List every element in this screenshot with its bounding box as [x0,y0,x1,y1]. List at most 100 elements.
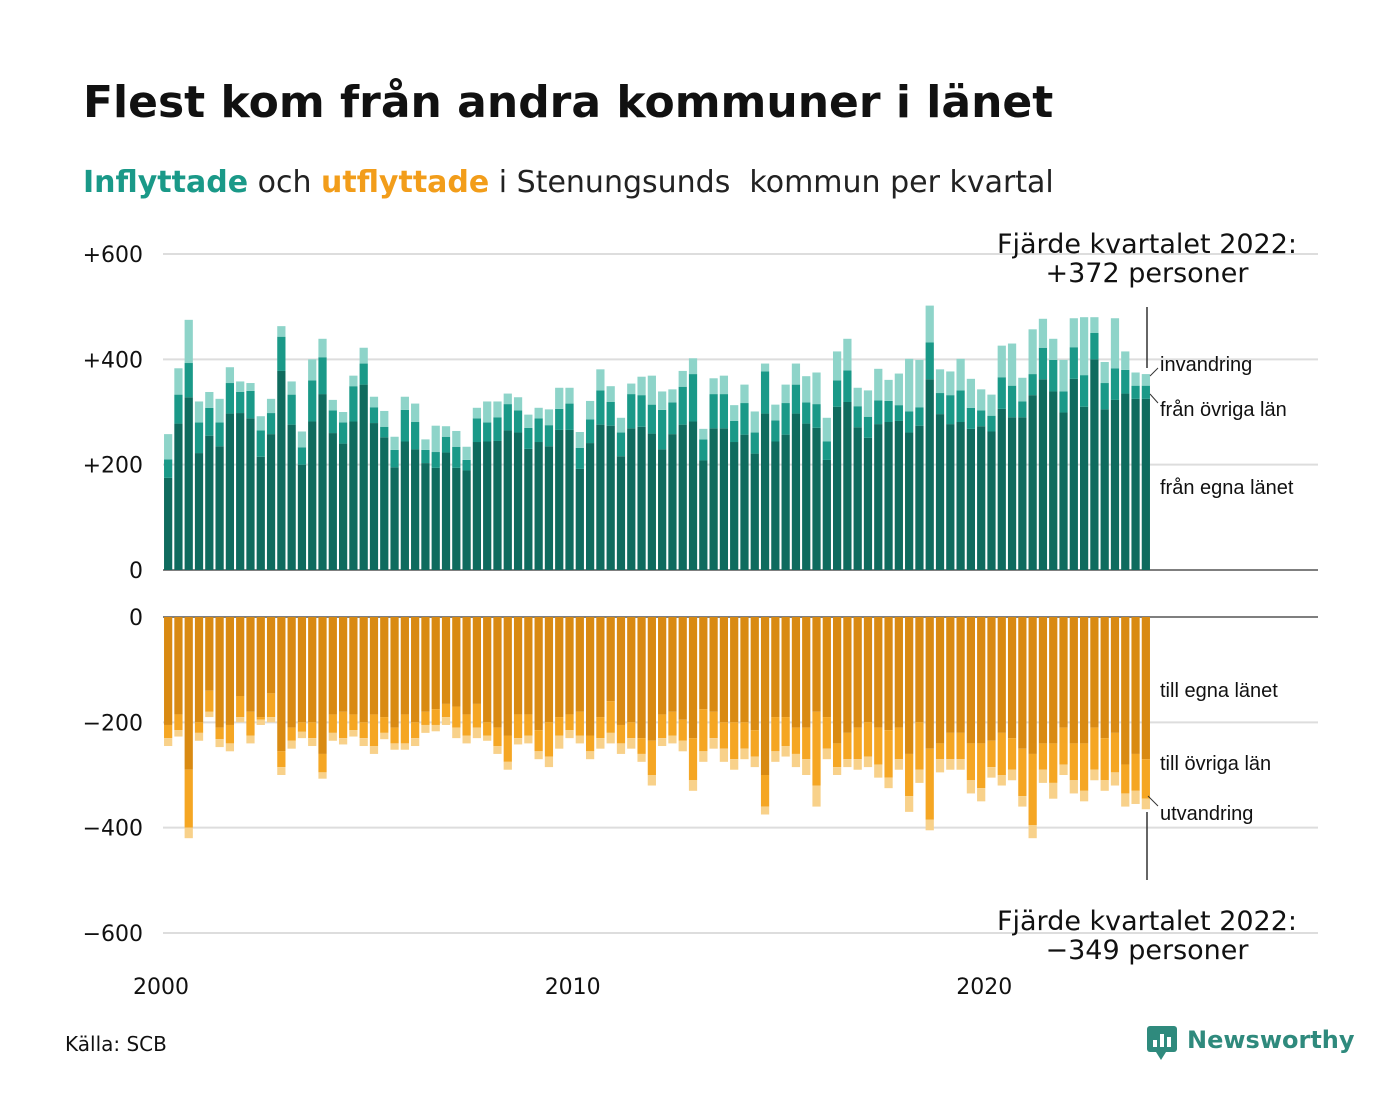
bar-out-2-45 [627,738,636,749]
bar-in-2-52 [699,428,708,440]
bar-in-1-23 [400,409,409,442]
bar-in-2-82 [1007,343,1017,386]
bar-out-2-60 [781,746,790,757]
bar-out-1-33 [503,735,512,762]
bar-out-0-47 [647,617,656,741]
bar-in-1-24 [411,422,420,450]
bar-out-1-55 [730,722,739,760]
bar-out-1-81 [997,732,1006,775]
bar-out-0-38 [555,617,564,718]
bar-in-1-29 [462,459,471,471]
bar-out-1-90 [1090,727,1099,770]
bar-out-0-53 [709,617,718,712]
label-fran-ovriga-lan: från övriga län [1160,399,1287,421]
bar-in-1-86 [1049,359,1058,392]
bar-in-0-83 [1018,417,1027,570]
bar-in-2-3 [194,401,204,423]
bar-in-1-2 [184,363,193,398]
bar-in-2-46 [637,376,646,396]
bar-out-1-60 [781,717,790,747]
bar-out-2-54 [719,748,729,762]
bar-in-2-81 [997,345,1006,378]
bar-in-0-58 [760,413,770,570]
bar-out-2-75 [935,759,945,773]
bar-in-1-50 [678,386,687,425]
bar-in-1-83 [1018,401,1027,418]
bar-in-1-30 [472,418,482,443]
bar-out-1-27 [441,703,451,718]
bar-out-1-28 [452,706,461,728]
bar-in-1-85 [1038,347,1048,380]
bar-in-2-28 [452,430,461,447]
bar-out-2-71 [894,759,903,770]
bar-out-0-78 [966,617,976,744]
bar-out-0-68 [863,617,873,723]
bar-in-0-32 [493,440,502,570]
bar-in-2-90 [1090,317,1099,333]
bar-out-0-12 [287,617,296,728]
bar-in-0-66 [843,401,852,570]
bar-out-1-32 [493,727,502,747]
bar-in-0-50 [678,424,687,570]
bar-out-1-30 [472,703,482,728]
bar-in-1-25 [421,449,430,464]
bar-in-2-64 [822,417,831,442]
bar-out-2-57 [750,756,759,768]
bar-out-2-13 [297,731,307,739]
bar-in-0-7 [236,413,245,570]
bar-out-2-67 [853,759,862,770]
bar-in-0-44 [616,456,626,570]
bar-in-1-12 [287,394,296,425]
y-tick-bottom-3: −600 [83,922,143,947]
bar-in-1-38 [555,408,564,430]
bar-out-1-86 [1049,743,1058,783]
bar-in-2-43 [606,386,615,402]
bar-out-0-60 [781,617,790,718]
bar-out-2-83 [1018,796,1027,807]
bar-in-0-70 [884,422,893,570]
bar-out-0-57 [750,617,759,731]
bar-in-1-75 [935,393,945,415]
bar-out-1-85 [1038,743,1048,770]
bar-in-2-67 [853,387,862,407]
bar-in-2-59 [771,404,780,421]
bar-out-0-70 [884,617,893,731]
bar-out-1-89 [1079,743,1089,791]
bar-out-1-51 [688,738,698,781]
bar-in-2-42 [596,369,605,391]
bar-out-2-51 [688,780,698,791]
bar-out-0-89 [1079,617,1089,744]
bar-in-0-9 [256,456,265,570]
bar-out-0-11 [277,617,286,752]
bar-in-1-0 [164,459,173,478]
bar-out-1-71 [894,727,903,760]
bar-in-0-22 [390,467,399,570]
bar-out-0-79 [977,617,986,744]
bar-out-0-85 [1038,617,1048,744]
bar-in-0-11 [277,370,286,570]
bars-inflyttade [164,305,1150,570]
bar-in-1-14 [308,380,317,422]
bar-in-0-51 [688,421,698,570]
bar-in-0-49 [668,434,677,570]
bar-out-2-42 [596,738,605,749]
bar-in-1-71 [894,405,903,421]
bar-out-0-90 [1090,617,1099,728]
bar-out-0-52 [699,617,708,710]
bar-out-0-34 [513,617,523,715]
bar-in-0-42 [596,424,605,570]
bar-in-2-58 [760,363,770,372]
label-utvandring: utvandring [1160,803,1253,825]
bar-out-0-43 [606,617,615,702]
bar-in-1-36 [534,418,543,443]
bars-utflyttade [164,617,1150,839]
bar-in-1-10 [266,413,276,435]
label-fran-egna-lanet: från egna länet [1160,477,1294,499]
bar-out-0-55 [730,617,739,723]
bar-out-2-87 [1059,764,1068,775]
bar-in-2-21 [380,410,389,427]
bar-in-0-52 [699,460,708,570]
bar-in-0-72 [905,432,914,570]
bar-out-2-19 [359,738,368,747]
bar-out-0-26 [431,617,440,710]
